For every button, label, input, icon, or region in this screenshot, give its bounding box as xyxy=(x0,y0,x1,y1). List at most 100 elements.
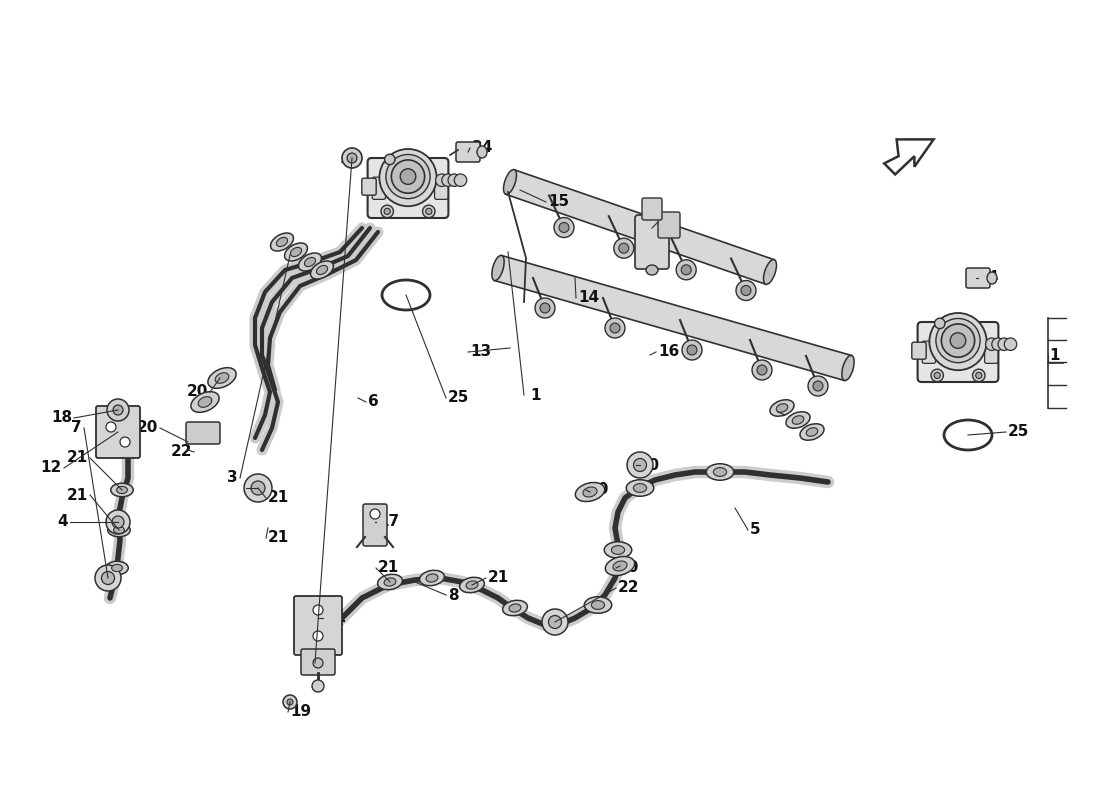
Circle shape xyxy=(942,324,975,357)
Text: 1: 1 xyxy=(530,387,540,402)
Circle shape xyxy=(106,422,116,432)
Ellipse shape xyxy=(426,574,438,582)
Ellipse shape xyxy=(492,255,504,281)
Circle shape xyxy=(312,680,324,692)
Ellipse shape xyxy=(509,604,521,612)
Text: 21: 21 xyxy=(268,530,289,546)
Circle shape xyxy=(950,333,966,348)
FancyBboxPatch shape xyxy=(966,268,990,288)
Circle shape xyxy=(752,360,772,380)
Circle shape xyxy=(381,205,394,218)
Text: 18: 18 xyxy=(51,410,72,426)
Circle shape xyxy=(554,218,574,238)
Circle shape xyxy=(813,381,823,391)
Ellipse shape xyxy=(460,578,484,593)
Circle shape xyxy=(385,154,395,165)
Ellipse shape xyxy=(613,561,627,571)
Ellipse shape xyxy=(626,480,653,496)
Circle shape xyxy=(986,338,998,350)
FancyBboxPatch shape xyxy=(912,342,926,359)
Circle shape xyxy=(605,318,625,338)
Circle shape xyxy=(741,286,751,295)
FancyBboxPatch shape xyxy=(434,177,448,199)
Text: 15: 15 xyxy=(548,194,569,210)
Circle shape xyxy=(931,369,944,382)
Circle shape xyxy=(757,365,767,375)
Text: 21: 21 xyxy=(268,490,289,506)
Circle shape xyxy=(107,399,129,421)
Ellipse shape xyxy=(111,483,133,497)
Text: 25: 25 xyxy=(1008,425,1030,439)
Text: 2: 2 xyxy=(307,655,318,670)
Text: 20: 20 xyxy=(618,561,639,575)
Ellipse shape xyxy=(384,578,396,586)
Circle shape xyxy=(392,160,425,193)
Circle shape xyxy=(676,260,696,280)
Ellipse shape xyxy=(271,233,294,251)
Ellipse shape xyxy=(777,404,788,412)
Ellipse shape xyxy=(108,523,130,537)
Circle shape xyxy=(442,174,454,186)
Circle shape xyxy=(454,174,466,186)
FancyBboxPatch shape xyxy=(456,142,480,162)
Circle shape xyxy=(370,509,379,519)
Circle shape xyxy=(314,631,323,641)
Circle shape xyxy=(113,405,123,415)
Text: 10: 10 xyxy=(638,458,659,473)
Text: 22: 22 xyxy=(618,581,639,595)
FancyBboxPatch shape xyxy=(186,422,220,444)
Text: 3: 3 xyxy=(228,470,238,486)
Ellipse shape xyxy=(634,483,647,492)
Circle shape xyxy=(422,205,435,218)
Circle shape xyxy=(682,340,702,360)
Text: 21: 21 xyxy=(67,487,88,502)
Ellipse shape xyxy=(106,562,129,574)
Ellipse shape xyxy=(477,146,487,158)
Polygon shape xyxy=(506,170,774,284)
Circle shape xyxy=(972,369,984,382)
Ellipse shape xyxy=(419,570,444,586)
Ellipse shape xyxy=(111,564,122,571)
Ellipse shape xyxy=(377,574,403,590)
Ellipse shape xyxy=(379,149,437,206)
Circle shape xyxy=(808,376,828,396)
FancyBboxPatch shape xyxy=(635,215,669,269)
Ellipse shape xyxy=(298,253,321,271)
Ellipse shape xyxy=(575,482,605,502)
Circle shape xyxy=(614,238,634,258)
FancyBboxPatch shape xyxy=(642,198,662,220)
Text: 25: 25 xyxy=(448,390,470,406)
FancyBboxPatch shape xyxy=(922,341,936,363)
Ellipse shape xyxy=(987,272,997,284)
Circle shape xyxy=(619,243,629,253)
Circle shape xyxy=(1004,338,1016,350)
Circle shape xyxy=(436,174,448,186)
Text: 8: 8 xyxy=(448,587,459,602)
Text: 12: 12 xyxy=(41,461,62,475)
Text: 19: 19 xyxy=(290,705,311,719)
Text: 22: 22 xyxy=(170,445,192,459)
Circle shape xyxy=(688,345,697,355)
Text: 9: 9 xyxy=(248,481,258,495)
Circle shape xyxy=(101,571,114,585)
FancyBboxPatch shape xyxy=(917,322,999,382)
Ellipse shape xyxy=(504,170,517,194)
Ellipse shape xyxy=(763,259,777,285)
Circle shape xyxy=(736,281,756,301)
Ellipse shape xyxy=(706,464,734,480)
Circle shape xyxy=(287,699,293,705)
Text: 6: 6 xyxy=(368,394,378,410)
Circle shape xyxy=(95,565,121,591)
Circle shape xyxy=(542,609,568,635)
FancyBboxPatch shape xyxy=(984,341,998,363)
Text: 20: 20 xyxy=(187,385,208,399)
Ellipse shape xyxy=(290,247,301,257)
Ellipse shape xyxy=(770,400,794,416)
Text: 23: 23 xyxy=(660,214,681,230)
FancyBboxPatch shape xyxy=(301,649,336,675)
Text: 20: 20 xyxy=(588,482,609,498)
Ellipse shape xyxy=(310,261,333,279)
Text: 13: 13 xyxy=(470,345,491,359)
FancyBboxPatch shape xyxy=(658,212,680,238)
Circle shape xyxy=(976,372,982,378)
